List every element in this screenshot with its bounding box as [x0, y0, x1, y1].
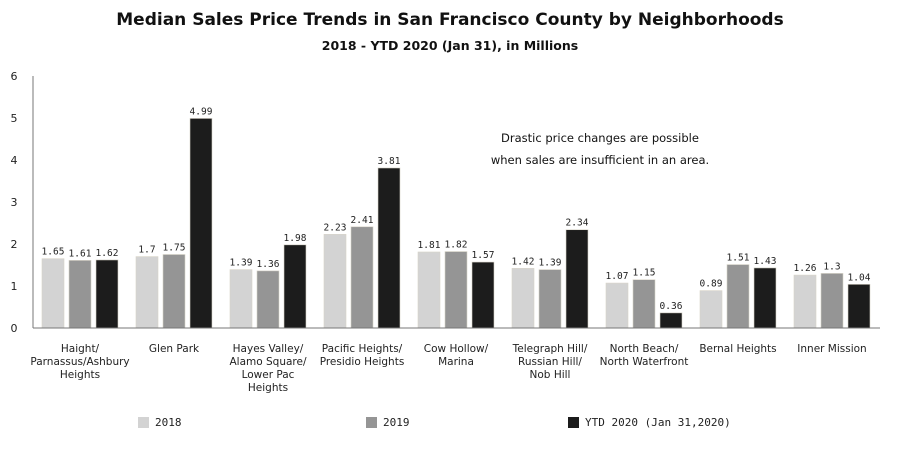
- data-label: 1.61: [69, 248, 92, 259]
- legend-label-ytd-2020: YTD 2020 (Jan 31,2020): [585, 416, 731, 429]
- legend-swatch-ytd-2020: [568, 417, 579, 428]
- data-label: 4.99: [190, 106, 213, 117]
- legend-swatch-2018: [138, 417, 149, 428]
- data-label: 1.39: [230, 258, 253, 269]
- bar: [538, 269, 562, 329]
- data-label: 1.82: [445, 240, 468, 251]
- bar: [511, 268, 535, 329]
- x-tick-label: North Beach/: [610, 343, 679, 355]
- bar: [189, 118, 213, 329]
- x-tick-label: Pacific Heights/: [322, 343, 403, 355]
- bar: [323, 234, 347, 329]
- data-label: 1.36: [257, 259, 280, 270]
- chart-subtitle: 2018 - YTD 2020 (Jan 31), in Millions: [321, 38, 579, 53]
- bar: [753, 267, 777, 329]
- x-tick-label: North Waterfront: [600, 356, 689, 368]
- x-tick-label: Glen Park: [149, 343, 200, 355]
- legend-item-2019: 2019: [366, 416, 410, 429]
- x-tick-label: Russian Hill/: [518, 356, 582, 368]
- data-label: 2.23: [324, 222, 347, 233]
- x-tick-label: Nob Hill: [530, 369, 571, 381]
- data-label: 1.62: [96, 248, 119, 259]
- data-label: 1.26: [794, 263, 817, 274]
- bar: [820, 273, 844, 329]
- bar: [793, 274, 817, 329]
- y-tick-label: 6: [11, 70, 18, 83]
- x-tick-label: Parnassus/Ashbury: [30, 356, 129, 368]
- x-tick-label: Heights: [248, 382, 288, 394]
- data-label: 0.36: [660, 301, 683, 312]
- data-label: 1.81: [418, 240, 441, 251]
- x-tick-label: Marina: [438, 356, 474, 368]
- y-tick-label: 2: [11, 238, 18, 251]
- data-label: 1.39: [539, 258, 562, 269]
- data-label: 1.51: [727, 253, 750, 264]
- bar: [699, 290, 723, 329]
- x-tick-label: Cow Hollow/: [424, 343, 489, 355]
- bar: [605, 282, 629, 329]
- bar: [377, 167, 401, 329]
- bar: [565, 229, 589, 329]
- bar: [41, 258, 65, 329]
- bar: [471, 261, 495, 329]
- data-label: 3.81: [378, 156, 401, 167]
- legend-swatch-2019: [366, 417, 377, 428]
- annotation-line-2: when sales are insufficient in an area.: [490, 153, 710, 167]
- data-label: 1.98: [284, 233, 307, 244]
- data-label: 1.15: [633, 268, 656, 279]
- data-label: 1.3: [823, 261, 840, 272]
- x-tick-label: Haight/: [61, 343, 100, 355]
- bar: [417, 251, 441, 329]
- bar: [632, 279, 656, 329]
- y-tick-label: 3: [11, 196, 18, 209]
- data-label: 1.75: [163, 243, 186, 254]
- legend-item-ytd-2020: YTD 2020 (Jan 31,2020): [568, 416, 731, 429]
- annotation-line-1: Drastic price changes are possible: [501, 131, 699, 145]
- data-label: 1.04: [848, 272, 871, 283]
- x-tick-label: Inner Mission: [797, 343, 866, 355]
- bar: [847, 284, 871, 329]
- data-label: 1.42: [512, 256, 535, 267]
- bar: [659, 312, 683, 329]
- x-tick-label: Hayes Valley/: [233, 343, 304, 355]
- bar: [726, 264, 750, 329]
- x-tick-label: Bernal Heights: [699, 343, 776, 355]
- data-label: 1.7: [138, 245, 155, 256]
- bar: [68, 260, 92, 329]
- data-label: 1.65: [42, 247, 65, 258]
- y-tick-label: 0: [11, 322, 18, 335]
- data-label: 2.41: [351, 215, 374, 226]
- bar: [350, 226, 374, 329]
- bar: [444, 251, 468, 329]
- bar: [283, 244, 307, 329]
- bar: [135, 256, 159, 329]
- data-label: 2.34: [566, 218, 589, 229]
- bar: [95, 259, 119, 329]
- x-tick-label: Lower Pac: [242, 369, 295, 381]
- x-tick-label: Alamo Square/: [229, 356, 306, 368]
- legend-label-2019: 2019: [383, 416, 410, 429]
- y-tick-label: 5: [11, 112, 18, 125]
- y-tick-label: 4: [11, 154, 18, 167]
- legend-item-2018: 2018: [138, 416, 182, 429]
- bar: [162, 254, 186, 329]
- bar: [256, 270, 280, 329]
- data-label: 1.07: [606, 271, 629, 282]
- data-label: 0.89: [700, 279, 723, 290]
- x-tick-label: Heights: [60, 369, 100, 381]
- data-label: 1.43: [754, 256, 777, 267]
- x-tick-label: Presidio Heights: [320, 356, 405, 368]
- y-tick-label: 1: [11, 280, 18, 293]
- x-tick-label: Telegraph Hill/: [512, 343, 588, 355]
- data-label: 1.57: [472, 250, 495, 261]
- legend-label-2018: 2018: [155, 416, 182, 429]
- chart-title: Median Sales Price Trends in San Francis…: [116, 10, 784, 30]
- bar: [229, 269, 253, 329]
